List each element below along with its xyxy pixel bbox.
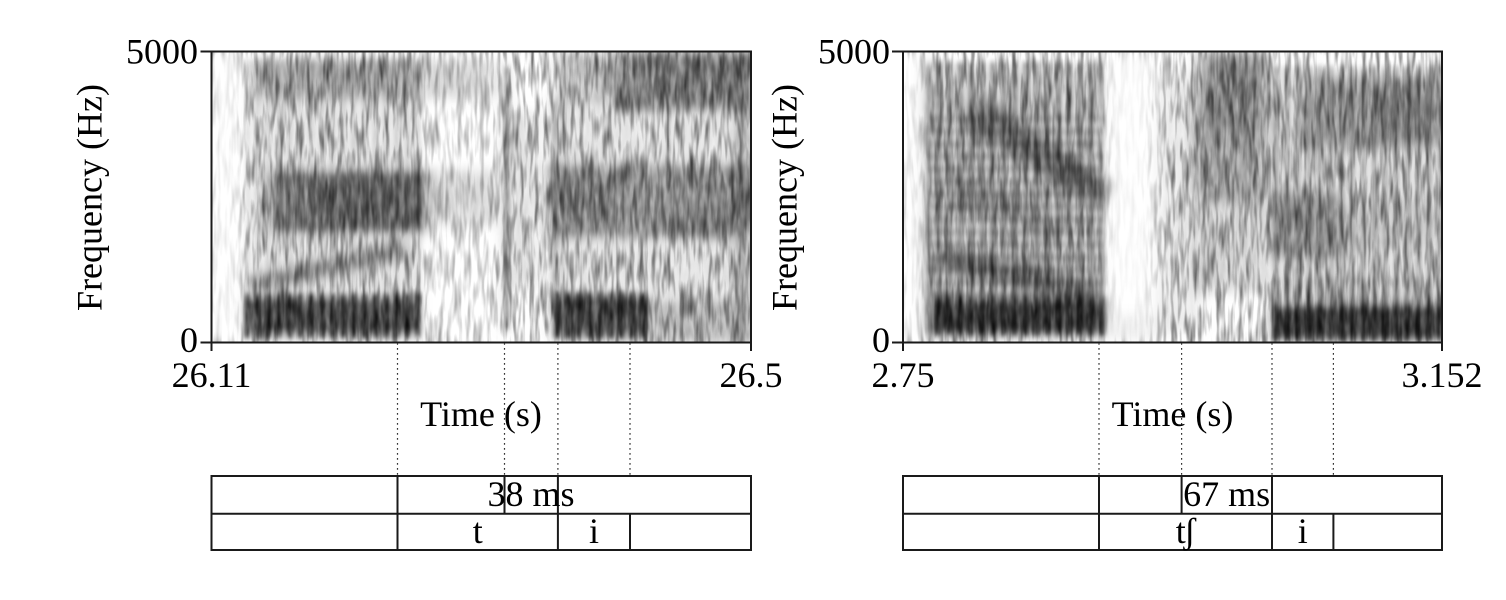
svg-text:0: 0 [180, 320, 198, 360]
svg-text:Time (s): Time (s) [420, 394, 542, 434]
svg-text:67 ms: 67 ms [1183, 474, 1270, 514]
svg-text:38 ms: 38 ms [487, 474, 574, 514]
svg-text:2.75: 2.75 [872, 355, 935, 395]
svg-text:5000: 5000 [818, 32, 890, 72]
svg-text:3.152: 3.152 [1402, 355, 1483, 395]
svg-text:Time (s): Time (s) [1112, 394, 1234, 434]
svg-text:Frequency (Hz): Frequency (Hz) [765, 84, 805, 311]
svg-text:i: i [589, 511, 599, 551]
svg-text:26.11: 26.11 [172, 355, 252, 395]
svg-text:Frequency (Hz): Frequency (Hz) [70, 84, 110, 311]
svg-text:5000: 5000 [126, 32, 198, 72]
svg-text:i: i [1298, 511, 1308, 551]
svg-text:26.5: 26.5 [720, 355, 783, 395]
svg-text:t: t [473, 511, 483, 551]
svg-text:tʃ: tʃ [1176, 511, 1197, 551]
svg-text:0: 0 [872, 320, 890, 360]
